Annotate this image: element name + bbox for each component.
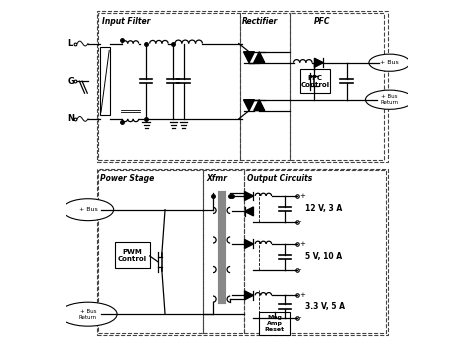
Text: +: + <box>299 292 305 298</box>
Polygon shape <box>245 239 254 248</box>
Bar <box>97 169 388 335</box>
Polygon shape <box>314 58 323 67</box>
Text: + Bus
Return: + Bus Return <box>79 309 97 320</box>
Text: + Bus: + Bus <box>380 60 399 65</box>
Text: -: - <box>299 219 301 225</box>
Ellipse shape <box>59 302 117 326</box>
Bar <box>115 242 150 268</box>
Polygon shape <box>244 52 255 63</box>
Text: PWM
Control: PWM Control <box>118 249 147 261</box>
Bar <box>244 170 386 333</box>
Text: Power Stage: Power Stage <box>100 174 154 183</box>
Bar <box>203 170 244 333</box>
Text: PFC
Control: PFC Control <box>301 75 329 88</box>
Polygon shape <box>254 52 265 63</box>
Bar <box>240 13 290 160</box>
Text: Xfmr: Xfmr <box>206 174 227 183</box>
Ellipse shape <box>369 54 410 71</box>
Bar <box>98 13 240 160</box>
Ellipse shape <box>365 90 413 109</box>
Text: L: L <box>67 39 73 48</box>
Text: G: G <box>67 77 74 86</box>
Text: Input Filter: Input Filter <box>101 17 150 26</box>
Polygon shape <box>245 207 254 216</box>
Text: +: + <box>299 193 305 199</box>
Text: Output Circuits: Output Circuits <box>247 174 312 183</box>
Bar <box>97 11 388 162</box>
Text: +: + <box>299 241 305 247</box>
Polygon shape <box>254 100 265 111</box>
Text: + Bus: + Bus <box>79 207 97 212</box>
Text: 5 V, 10 A: 5 V, 10 A <box>305 252 342 261</box>
Ellipse shape <box>62 199 114 221</box>
Bar <box>98 170 203 333</box>
Text: + Bus
Return: + Bus Return <box>381 94 399 105</box>
Bar <box>290 13 384 160</box>
Text: 3.3 V, 5 A: 3.3 V, 5 A <box>305 302 345 311</box>
Text: PFC: PFC <box>314 17 330 26</box>
Text: -: - <box>299 315 301 321</box>
Text: Rectifier: Rectifier <box>242 17 278 26</box>
Text: Mag
Amp
Reset: Mag Amp Reset <box>264 315 285 332</box>
Polygon shape <box>244 100 255 111</box>
Text: 12 V, 3 A: 12 V, 3 A <box>305 204 342 213</box>
Text: N: N <box>67 115 74 123</box>
Bar <box>259 312 290 335</box>
Text: -: - <box>299 267 301 273</box>
Polygon shape <box>245 192 254 201</box>
Bar <box>301 69 329 93</box>
Polygon shape <box>245 291 254 300</box>
Bar <box>100 47 110 116</box>
